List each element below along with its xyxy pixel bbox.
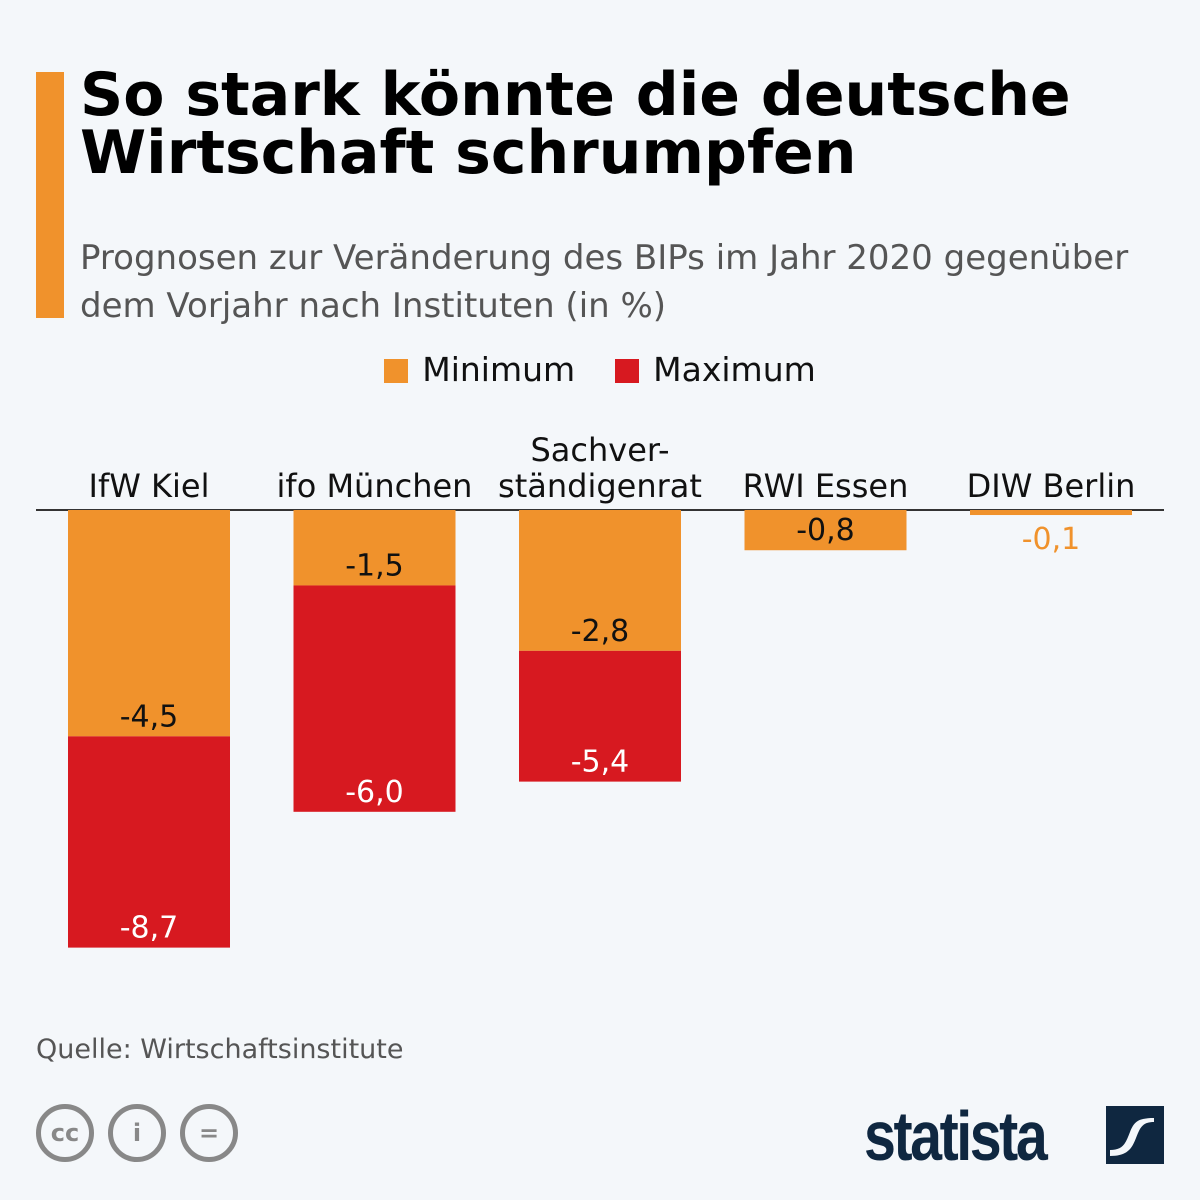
data-label-maximum: -8,7 [120, 911, 179, 946]
category-label: RWI Essen [743, 467, 909, 505]
data-label-maximum: -6,0 [345, 775, 404, 810]
data-label-minimum: -2,8 [571, 614, 630, 649]
cc-icon: cc [36, 1104, 94, 1162]
data-label-minimum: -1,5 [345, 548, 404, 583]
data-label-minimum: -0,1 [1022, 522, 1081, 557]
nd-icon: = [180, 1104, 238, 1162]
chart-subtitle: Prognosen zur Veränderung des BIPs im Ja… [80, 238, 1129, 326]
bar-minimum [68, 510, 230, 737]
category-label: DIW Berlin [967, 467, 1136, 505]
legend-item-maximum: Maximum [615, 350, 816, 389]
bar-minimum [970, 510, 1132, 516]
data-label-minimum: -0,8 [796, 513, 855, 548]
statista-logo-mark [1106, 1106, 1164, 1164]
legend-swatch [384, 359, 409, 383]
bar-chart: IfW Kiel -4,5 -8,7 ifo München -1,5 -6,0 Sachv… [36, 431, 1164, 948]
legend-swatch [615, 359, 640, 383]
data-label-minimum: -4,5 [120, 699, 179, 734]
bar-maximum [293, 585, 456, 812]
accent-bar [36, 72, 64, 318]
legend-item-minimum: Minimum [384, 350, 575, 389]
source: Quelle: Wirtschaftsinstitute [36, 1034, 404, 1065]
by-icon: i [108, 1104, 166, 1162]
category-label: ifo München [277, 467, 473, 505]
data-label-maximum: -5,4 [571, 745, 630, 780]
category-label: IfW Kiel [89, 467, 210, 505]
category-label: Sachver- [530, 431, 669, 469]
bar-minimum [519, 510, 681, 651]
bar-minimum [744, 510, 907, 551]
statista-logo: statista [864, 1097, 1048, 1175]
chart-title: So stark könnte die deutsche Wirtschaft … [80, 60, 1071, 188]
category-label: ständigenrat [498, 467, 702, 505]
legend: Minimum Maximum [0, 350, 1200, 389]
legend-label: Maximum [653, 350, 816, 389]
bar-minimum [293, 510, 456, 586]
legend-label: Minimum [422, 350, 576, 389]
bar-maximum [68, 736, 230, 948]
bar-maximum [519, 650, 681, 782]
